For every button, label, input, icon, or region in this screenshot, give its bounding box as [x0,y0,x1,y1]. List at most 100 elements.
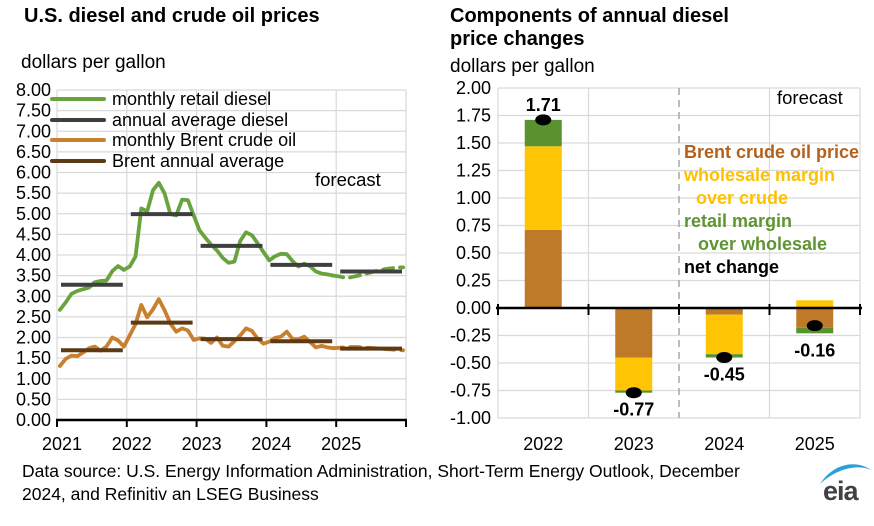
svg-text:2.50: 2.50 [16,307,51,327]
net-change-label: 1.71 [526,95,561,115]
series-monthly-retail-diesel [58,180,336,312]
svg-text:2.00: 2.00 [456,78,491,98]
right-y-axis-labels: 2.00 1.75 1.50 1.25 1.00 0.75 0.50 0.25 0.00 -0.2… [450,78,491,428]
data-source-line1: Data source: U.S. Energy Information Adm… [22,461,740,481]
right-chart-title-line1: Components of annual diesel [450,5,729,27]
annotation-over-wholesale: over wholesale [698,234,828,254]
right-zero-axis [496,304,862,315]
left-chart-legend: monthly retail diesel annual average die… [50,89,296,171]
net-change-dot [625,387,642,399]
svg-text:-0.50: -0.50 [450,353,491,373]
left-x-axis [56,418,407,427]
bar-segment [705,308,743,315]
legend-item-monthly-brent-crude: monthly Brent crude oil [50,130,296,151]
net-change-dot [716,352,733,363]
bar-segment [615,308,653,358]
eia-logo-text: eia [823,476,860,506]
legend-swatch-orange-line [50,138,106,143]
net-change-dot [806,320,823,332]
svg-text:0.00: 0.00 [16,410,51,430]
svg-text:-1.00: -1.00 [450,408,491,428]
legend-swatch-brown-line [50,159,106,164]
left-line-chart: 0.000.501.001.502.002.503.003.504.004.50… [16,80,407,454]
bar-segment [705,314,743,355]
svg-text:-0.25: -0.25 [450,326,491,346]
svg-text:6.00: 6.00 [16,163,51,183]
svg-text:0.25: 0.25 [456,271,491,291]
svg-text:1.50: 1.50 [16,348,51,368]
svg-text:6.50: 6.50 [16,142,51,162]
svg-text:-0.75: -0.75 [450,381,491,401]
legend-label: monthly retail diesel [112,89,272,109]
annotation-wholesale-margin: wholesale margin [684,165,836,185]
right-forecast-label: forecast [777,87,843,108]
left-chart-title: U.S. diesel and crude oil prices [24,5,320,27]
bar-segment [524,229,562,308]
annotation-net-change: net change [684,257,780,277]
svg-text:2025: 2025 [321,434,361,454]
left-forecast-label: forecast [315,169,381,190]
svg-text:1.25: 1.25 [456,161,491,181]
series-monthly-Brent-crude-oil [58,297,336,368]
svg-text:3.50: 3.50 [16,266,51,286]
svg-text:1.00: 1.00 [456,188,491,208]
svg-text:2.00: 2.00 [16,328,51,348]
svg-text:5.00: 5.00 [16,204,51,224]
net-change-label: -0.45 [704,365,745,385]
data-source-line2: 2024, and Refinitiv an LSEG Business [22,484,319,504]
eia-logo-swoosh [820,464,871,484]
right-bar-chart: 2.00 1.75 1.50 1.25 1.00 0.75 0.50 0.25 0.00 -0.2… [450,78,862,454]
annotation-brent-crude-oil-price: Brent crude oil price [684,142,860,162]
svg-text:0.75: 0.75 [456,216,491,236]
svg-text:2024: 2024 [704,434,744,454]
left-gridlines [56,89,407,420]
eia-logo: eia [816,457,874,507]
svg-text:0.50: 0.50 [16,389,51,409]
legend-swatch-green-line [50,97,106,102]
legend-item-annual-average-diesel: annual average diesel [50,110,296,131]
bar-segment [796,300,834,308]
svg-text:0.00: 0.00 [456,298,491,318]
svg-text:1.75: 1.75 [456,106,491,126]
net-change-label: -0.77 [613,400,654,420]
svg-text:4.50: 4.50 [16,224,51,244]
legend-item-monthly-retail-diesel: monthly retail diesel [50,89,296,110]
legend-label: Brent annual average [112,150,285,171]
left-chart-units-label: dollars per gallon [21,52,166,73]
bar-segment [615,357,653,391]
left-y-axis-labels: 0.000.501.001.502.002.503.003.504.004.50… [16,80,51,430]
svg-text:2022: 2022 [112,434,152,454]
right-x-axis-labels: 2022 2023 2024 2025 [523,434,835,454]
svg-text:5.50: 5.50 [16,183,51,203]
series-Brent-annual-average [61,320,402,353]
bar-segment [524,146,562,230]
right-chart-units-label: dollars per gallon [450,56,595,77]
svg-text:2024: 2024 [251,434,291,454]
bars: 1.71 -0.77 -0.45 -0.16 [524,95,835,420]
svg-text:2025: 2025 [795,434,835,454]
series-annual-average-diesel [61,212,402,287]
svg-text:2021: 2021 [42,434,82,454]
svg-text:7.00: 7.00 [16,121,51,141]
net-change-label: -0.16 [794,340,835,360]
annotation-retail-margin: retail margin [684,211,793,231]
svg-text:4.00: 4.00 [16,245,51,265]
net-change-dot [535,114,552,126]
legend-label: annual average diesel [112,109,289,130]
legend-item-brent-annual-average: Brent annual average [50,151,296,172]
svg-text:3.00: 3.00 [16,286,51,306]
svg-text:0.50: 0.50 [456,243,491,263]
annotation-over-crude: over crude [696,188,789,208]
svg-text:1.00: 1.00 [16,369,51,389]
svg-text:8.00: 8.00 [16,80,51,100]
legend-swatch-gray-line [50,117,106,122]
svg-text:2022: 2022 [523,434,563,454]
left-x-axis-labels: 2021 2022 2023 2024 2025 [42,434,361,454]
right-chart-title-line2: price changes [450,28,585,50]
svg-text:1.50: 1.50 [456,133,491,153]
svg-text:2023: 2023 [182,434,222,454]
legend-label: monthly Brent crude oil [112,130,297,151]
svg-text:2023: 2023 [614,434,654,454]
